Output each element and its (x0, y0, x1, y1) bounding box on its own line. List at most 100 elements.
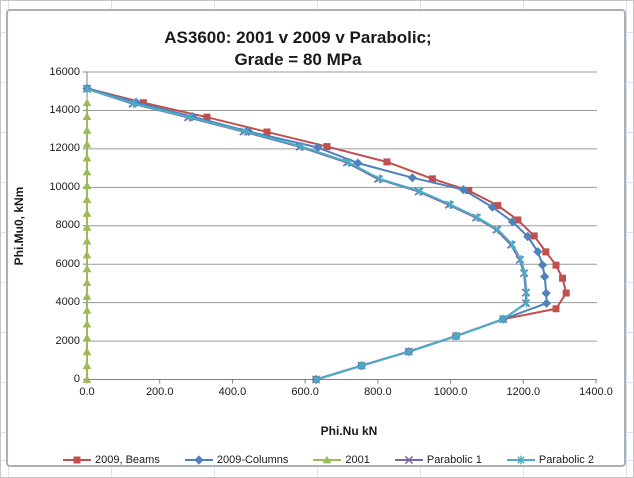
data-point-marker (345, 157, 353, 167)
data-point-marker (82, 306, 92, 314)
legend-marker-swatch (394, 455, 423, 465)
data-point-marker (82, 250, 92, 259)
x-tick-label: 200.0 (145, 386, 174, 398)
data-point-marker (82, 209, 92, 217)
data-point-marker (521, 268, 529, 278)
data-point-marker (82, 264, 92, 273)
data-point-marker (522, 298, 531, 308)
data-point-marker (559, 274, 567, 282)
x-tick-label: 1400.0 (579, 386, 613, 398)
data-point-marker (552, 305, 560, 313)
data-point-marker (552, 261, 560, 269)
data-point-marker (508, 240, 517, 249)
y-tick-label: 16000 (49, 65, 80, 78)
legend-item-2009-columns[interactable]: 2009-Columns (184, 454, 289, 466)
data-point-marker (312, 375, 320, 384)
legend-label: 2001 (345, 454, 370, 466)
data-point-marker (322, 455, 332, 464)
series-2001 (82, 98, 92, 383)
data-point-marker (494, 225, 502, 234)
data-point-marker (82, 153, 92, 162)
y-tick-label: 8000 (55, 219, 80, 232)
data-point-marker (83, 84, 91, 94)
data-point-marker (241, 126, 249, 136)
data-point-marker (82, 140, 92, 148)
y-tick-label: 0 (73, 373, 80, 385)
data-point-marker (404, 455, 414, 465)
data-point-marker (82, 195, 92, 204)
data-point-marker (185, 112, 194, 122)
data-point-marker (562, 289, 570, 297)
x-tick-label: 1200.0 (506, 386, 541, 398)
data-point-marker (82, 361, 92, 370)
data-point-marker (263, 128, 271, 136)
data-point-marker (533, 247, 543, 257)
legend-marker-swatch (63, 456, 92, 464)
data-point-marker (514, 216, 522, 224)
legend-label: Parabolic 2 (538, 454, 594, 466)
data-point-marker (82, 126, 92, 134)
legend-label: 2009-Columns (216, 454, 289, 466)
data-point-marker (487, 202, 497, 212)
data-point-marker (465, 187, 473, 195)
data-point-marker (194, 455, 204, 465)
data-point-marker (499, 314, 507, 324)
data-point-marker (82, 292, 92, 300)
data-point-marker (357, 361, 366, 371)
y-tick-label: 14000 (49, 103, 80, 116)
data-point-marker (129, 99, 138, 108)
series-line (86, 87, 568, 381)
data-point-marker (494, 202, 502, 210)
series-line (86, 87, 548, 381)
x-tick-label: 800.0 (364, 386, 392, 398)
data-point-marker (517, 255, 525, 264)
y-tick-label: 2000 (55, 334, 80, 347)
legend-marker-swatch (313, 455, 342, 464)
data-point-marker (82, 375, 92, 383)
data-point-marker (82, 223, 92, 231)
legend-item-parabolic-2[interactable]: Parabolic 2 (506, 454, 594, 466)
data-point-marker (428, 175, 436, 183)
series-2009-columns (82, 83, 552, 385)
data-point-marker (82, 167, 92, 176)
data-point-marker (297, 142, 306, 151)
data-point-marker (542, 248, 550, 256)
data-point-marker (473, 213, 482, 222)
data-point-marker (82, 278, 92, 287)
series-parabolic-2 (83, 84, 531, 384)
legend-item-parabolic-1[interactable]: Parabolic 1 (394, 454, 482, 466)
data-point-marker (82, 333, 92, 342)
legend-item-2009-beams[interactable]: 2009, Beams (62, 454, 160, 466)
data-point-marker (82, 347, 92, 356)
legend-item-2001[interactable]: 2001 (312, 454, 370, 466)
data-point-marker (446, 200, 455, 210)
data-point-marker (82, 98, 92, 107)
data-point-marker (375, 174, 384, 184)
data-point-marker (203, 113, 211, 121)
series-2009-beams (83, 84, 570, 383)
data-point-marker (507, 217, 517, 227)
data-point-marker (530, 232, 538, 240)
y-tick-label: 10000 (49, 180, 80, 193)
data-point-marker (540, 272, 550, 282)
data-point-marker (541, 298, 552, 308)
chart-title: AS3600: 2001 v 2009 v Parabolic; Grade =… (98, 27, 498, 71)
x-tick-label: 400.0 (218, 386, 247, 398)
x-tick-label: 600.0 (291, 386, 319, 398)
data-point-marker (537, 260, 548, 270)
data-point-marker (323, 143, 331, 151)
data-point-marker (523, 231, 533, 242)
chart-title-line1: AS3600: 2001 v 2009 v Parabolic; (164, 28, 432, 47)
x-tick-label: 0.0 (79, 386, 95, 398)
data-point-marker (541, 288, 551, 298)
data-point-marker (416, 186, 424, 196)
data-point-marker (405, 347, 413, 357)
data-point-marker (313, 142, 323, 153)
data-point-marker (82, 319, 92, 328)
chart-object[interactable]: AS3600: 2001 v 2009 v Parabolic; Grade =… (6, 9, 626, 467)
y-tick-label: 6000 (55, 257, 80, 270)
y-tick-label: 12000 (49, 142, 80, 155)
legend-marker-swatch (506, 455, 535, 465)
